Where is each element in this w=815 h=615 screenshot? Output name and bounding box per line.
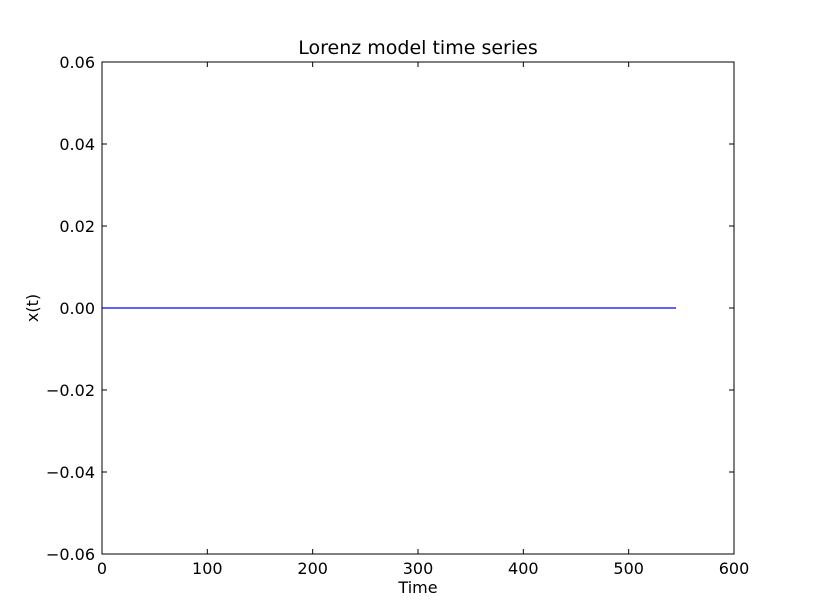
x-axis-label: Time xyxy=(397,578,437,597)
y-tick-label: 0.06 xyxy=(59,53,95,72)
x-tick-label: 600 xyxy=(719,559,750,578)
y-tick-label: 0.02 xyxy=(59,217,95,236)
y-tick-label: −0.06 xyxy=(46,545,95,564)
y-tick-label: 0.00 xyxy=(59,299,95,318)
plot-frame xyxy=(101,61,735,555)
x-tick-label: 0 xyxy=(97,559,107,578)
y-axis-label: x(t) xyxy=(23,294,42,322)
x-tick-label: 500 xyxy=(613,559,644,578)
x-tick-label: 400 xyxy=(508,559,539,578)
y-tick-label: 0.04 xyxy=(59,135,95,154)
y-tick-label: −0.04 xyxy=(46,463,95,482)
x-tick-label: 100 xyxy=(192,559,223,578)
y-tick-label: −0.02 xyxy=(46,381,95,400)
x-tick-label: 200 xyxy=(297,559,328,578)
chart-title: Lorenz model time series xyxy=(298,37,537,59)
x-tick-label: 300 xyxy=(403,559,434,578)
plot-area: 0 100 200 300 400 500 600 −0.06 −0.04 −0.02 0.00 0.… xyxy=(46,53,749,578)
